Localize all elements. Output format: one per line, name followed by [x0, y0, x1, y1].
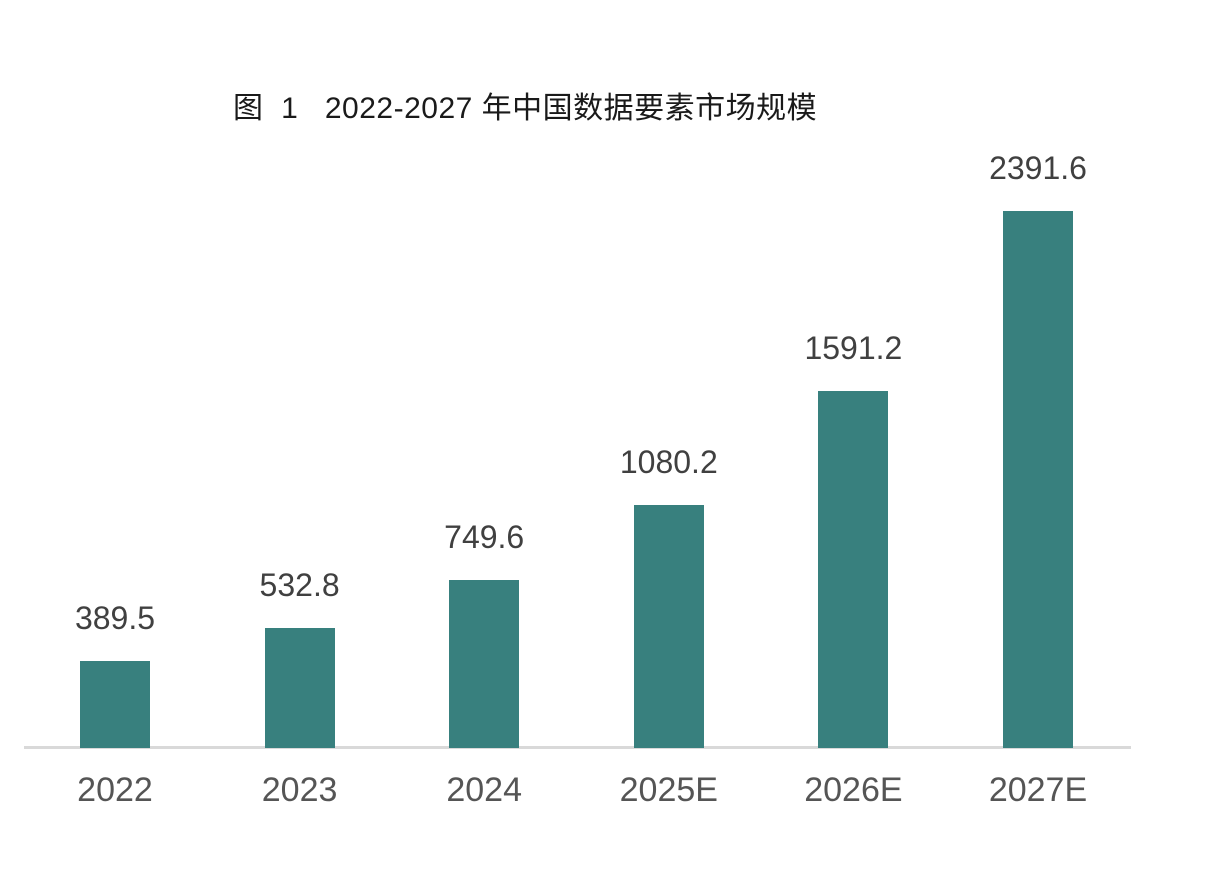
bar-value-label-2022: 389.5: [74, 600, 156, 636]
bar-value-label-2027E: 2391.6: [989, 150, 1087, 186]
x-axis-label-2024: 2024: [446, 771, 522, 809]
bar-2027E: [1003, 211, 1073, 748]
bar-2022: [80, 661, 150, 748]
x-axis-label-2027E: 2027E: [988, 771, 1088, 809]
bar-value-label-2024: 749.6: [444, 519, 525, 555]
bar-2025E: [633, 505, 704, 748]
x-axis-label-2022: 2022: [77, 771, 153, 809]
x-axis-label-2026E: 2026E: [804, 771, 903, 809]
bar-value-label-2026E: 1591.2: [804, 330, 903, 366]
x-axis-label-2025E: 2025E: [619, 771, 718, 809]
bar-2026E: [818, 391, 889, 748]
x-axis-line: [24, 746, 1131, 749]
x-axis-label-2023: 2023: [261, 771, 338, 809]
bar-value-label-2023: 532.8: [259, 567, 340, 603]
chart-title: 图 1 2022-2027 年中国数据要素市场规模: [233, 92, 818, 125]
bar-2024: [449, 580, 520, 748]
bar-2023: [264, 628, 335, 748]
bar-value-label-2025E: 1080.2: [619, 444, 718, 480]
